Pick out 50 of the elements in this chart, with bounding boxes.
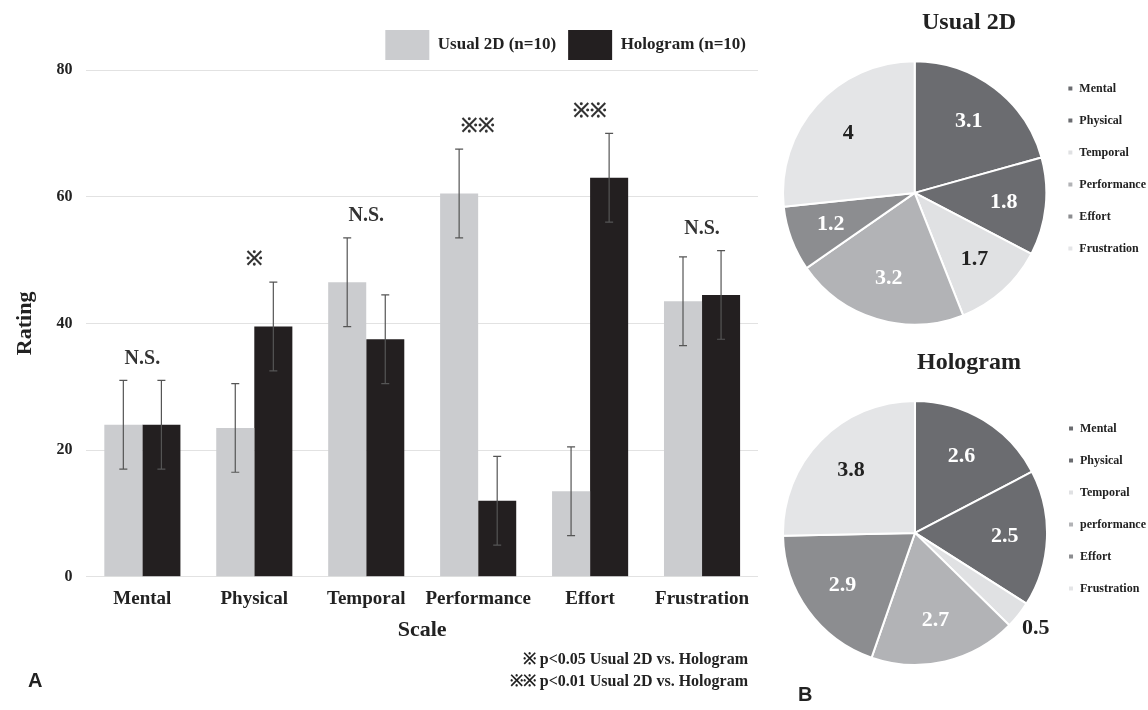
text: ※※ p<0.01 Usual 2D vs. Hologram <box>509 671 748 692</box>
text: ※ p<0.05 Usual 2D vs. Hologram <box>521 649 748 670</box>
legend-label: Mental <box>1080 420 1118 435</box>
data-label: 3.2 <box>875 264 903 290</box>
y-tick-label: 80 <box>56 60 73 78</box>
data-label: 1.7 <box>960 245 989 271</box>
x-tick-label: Frustration <box>655 587 750 609</box>
legend-label: Effort <box>1080 548 1112 563</box>
legend-label: Usual 2D (n=10) <box>437 34 557 54</box>
annotation: N.S. <box>124 345 161 368</box>
y-tick-label: 20 <box>56 440 73 458</box>
x-tick-label: Physical <box>220 587 289 609</box>
data-label: 3.8 <box>837 455 865 481</box>
data-label: 4 <box>842 118 854 144</box>
legend-label: performance <box>1080 516 1147 531</box>
y-tick-label: 0 <box>64 566 73 584</box>
data-label: 3.1 <box>955 107 983 133</box>
legend-label: Temporal <box>1079 144 1130 159</box>
x-tick-label: Mental <box>113 587 172 609</box>
data-label: 2.7 <box>921 605 950 631</box>
text: B <box>798 683 813 706</box>
data-label: 1.2 <box>817 209 845 235</box>
data-label: 1.8 <box>989 187 1018 213</box>
x-tick-label: Performance <box>425 587 531 609</box>
legend-label: Physical <box>1079 112 1123 127</box>
legend-label: Effort <box>1079 208 1111 223</box>
legend-label: Performance <box>1079 176 1147 191</box>
text: A <box>28 669 43 692</box>
x-tick-label: Effort <box>565 587 616 609</box>
data-label: 2.5 <box>990 522 1019 548</box>
y-tick-label: 40 <box>56 313 73 331</box>
chart-title: Usual 2D <box>921 7 1017 34</box>
annotation: N.S. <box>684 215 720 238</box>
chart-title: Hologram <box>917 347 1021 374</box>
legend-label: Physical <box>1080 452 1124 467</box>
x-axis-title: Scale <box>397 616 447 642</box>
annotation: ※ <box>245 247 263 270</box>
data-label: 2.9 <box>828 571 857 597</box>
legend-label: Frustration <box>1079 240 1140 255</box>
legend-label: Hologram (n=10) <box>620 34 747 54</box>
annotation: ※※ <box>573 98 608 121</box>
x-tick-label: Temporal <box>327 587 406 609</box>
y-tick-label: 60 <box>56 186 73 204</box>
annotation: N.S. <box>348 203 385 226</box>
legend-label: Mental <box>1079 80 1117 95</box>
y-axis-title: Rating <box>10 291 36 356</box>
data-label: 0.5 <box>1021 614 1050 640</box>
annotation: ※※ <box>461 114 496 137</box>
data-label: 2.6 <box>947 441 976 467</box>
legend-label: Temporal <box>1080 484 1131 499</box>
